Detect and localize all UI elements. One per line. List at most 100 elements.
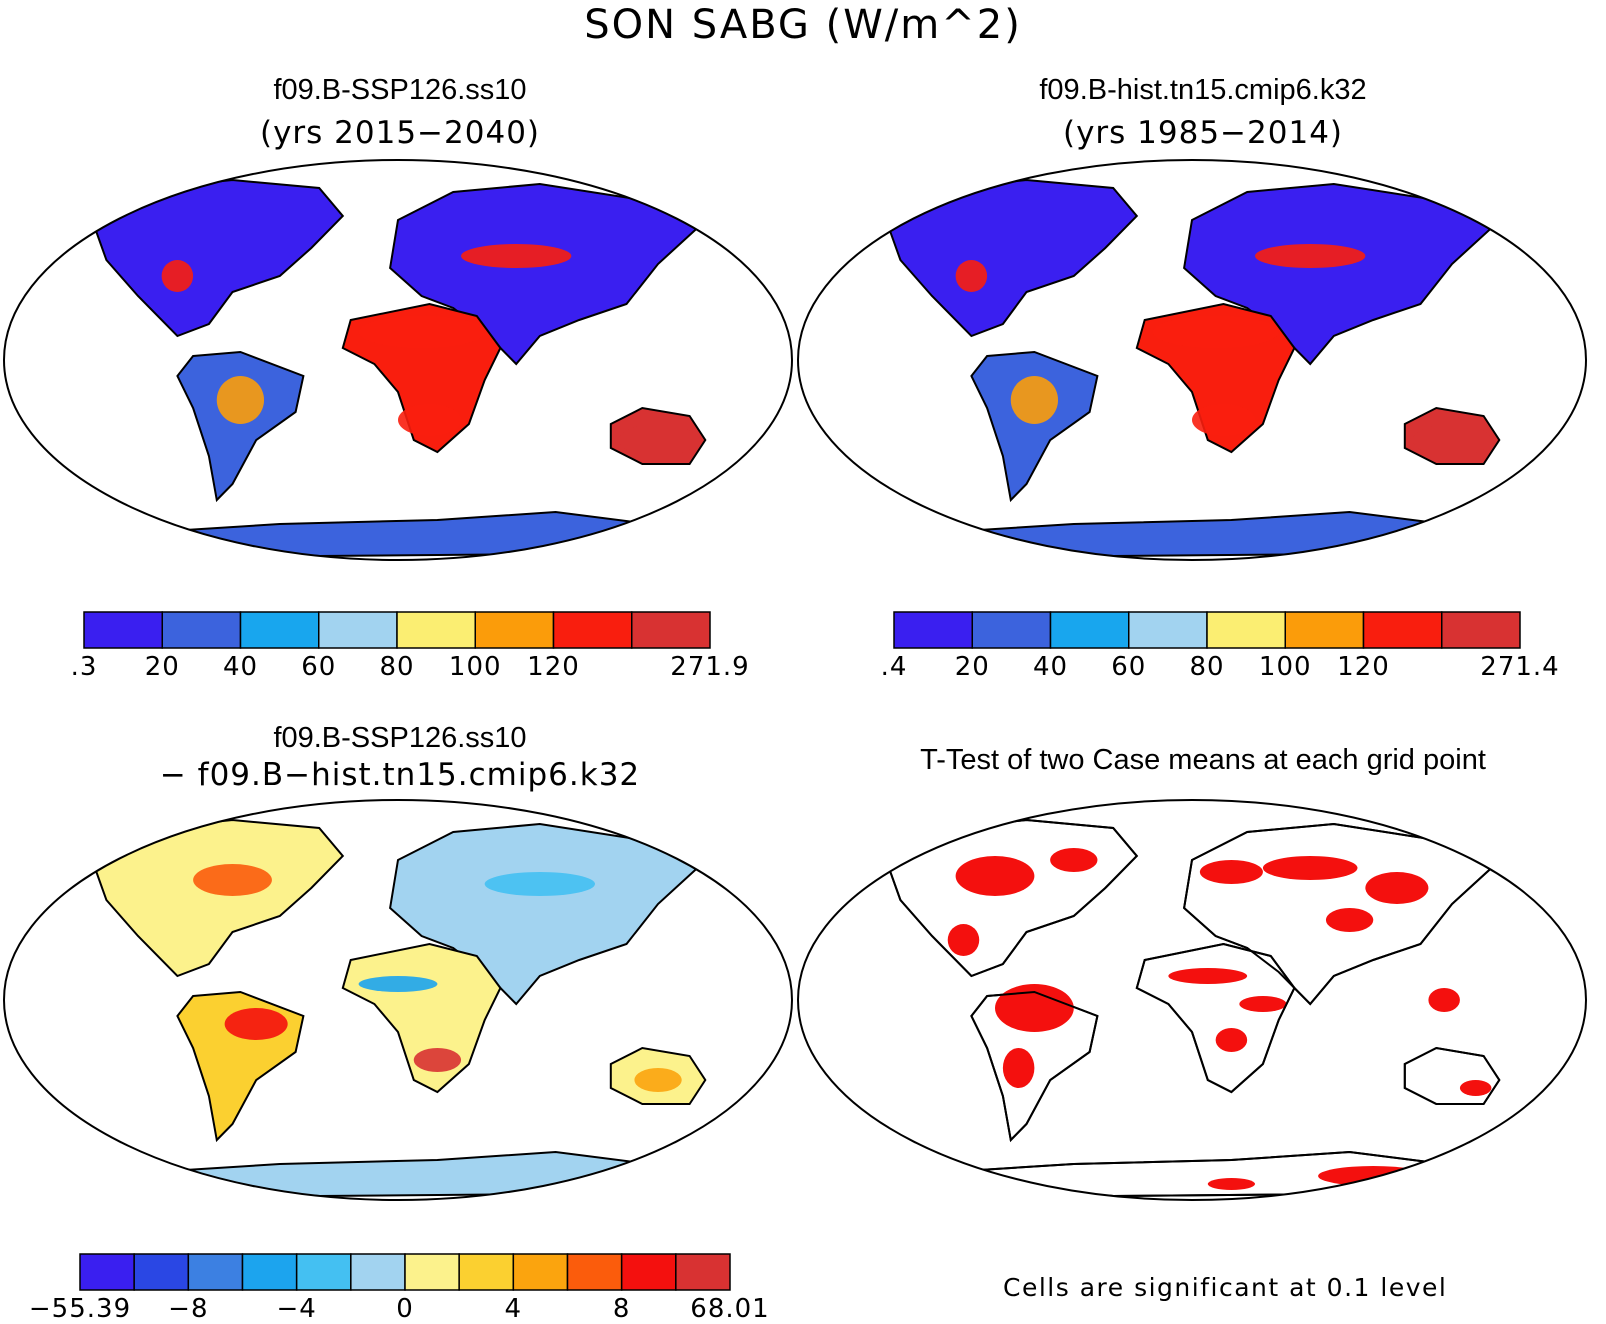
colorbar-tick-label: 4	[504, 1294, 523, 1324]
panel-case-title: f09.B-SSP126.ss10	[273, 74, 527, 106]
colorbar-tick-label: −4	[276, 1294, 317, 1324]
colorbar-tick-label: .3	[70, 652, 98, 682]
data-region	[398, 404, 462, 436]
colorbar-segment	[675, 1253, 731, 1291]
colorbar-segment	[1441, 611, 1521, 649]
colorbar-segment	[1362, 611, 1443, 649]
significant-cells	[1215, 1028, 1248, 1052]
colorbar-tick-label: 20	[144, 652, 180, 682]
significant-cells	[947, 924, 980, 956]
data-region	[1412, 424, 1492, 456]
colorbar-segment	[1049, 611, 1130, 649]
continent-southAmerica	[176, 350, 305, 503]
continent-northAmerica	[89, 178, 345, 338]
colorbar-segment	[133, 1253, 190, 1291]
colorbar-segment	[631, 611, 711, 649]
significant-cells	[995, 984, 1074, 1032]
colorbar-segment	[79, 1253, 135, 1291]
colorbar-tick-label: 8	[612, 1294, 631, 1324]
figure-title: SON SABG (W/m^2)	[584, 2, 1022, 48]
coastline-eurasia	[1183, 822, 1494, 1006]
colorbar-segment	[620, 1253, 677, 1291]
colorbar-tick-label: 120	[527, 652, 580, 682]
data-region	[1192, 404, 1256, 436]
data-region	[1152, 316, 1279, 348]
continent-northAmerica	[89, 818, 345, 978]
panel-difference-title: f09.B-SSP126.ss10	[273, 722, 527, 754]
significant-cells	[1428, 988, 1460, 1012]
significant-cells	[1207, 1178, 1256, 1190]
colorbar-tick-label: 100	[448, 652, 502, 682]
colorbar-segment	[566, 1253, 623, 1291]
panel-control-title: f09.B-hist.tn15.cmip6.k32	[1039, 74, 1367, 106]
colorbar-segment	[295, 1253, 352, 1291]
data-region	[618, 424, 698, 456]
colorbar-segment	[458, 1253, 515, 1291]
map-content	[4, 160, 792, 560]
colorbar-segment	[239, 611, 320, 649]
panel-ttest-title: T-Test of two Case means at each grid po…	[920, 744, 1486, 776]
significant-cells	[1325, 908, 1374, 932]
data-region	[358, 316, 485, 348]
continent-northAmerica	[883, 178, 1139, 338]
coastline-africa	[1135, 942, 1296, 1094]
panel-case-subtitle: (yrs 2015−2040)	[259, 115, 541, 151]
colorbar-segment	[404, 1253, 460, 1291]
significant-cells	[1050, 848, 1098, 872]
colorbar-tick-label: 60	[1111, 652, 1147, 682]
data-region	[224, 1008, 288, 1040]
data-region	[413, 1048, 462, 1072]
colorbar-segment	[512, 1253, 569, 1291]
coastline-northAmerica	[883, 818, 1139, 978]
map-border	[797, 799, 1587, 1201]
colorbar-segment	[83, 611, 163, 649]
significant-cells	[1002, 1048, 1035, 1088]
colorbar-tick-label: 60	[301, 652, 337, 682]
data-region	[1010, 376, 1059, 424]
colorbar-tick-label: 68.01	[690, 1294, 770, 1324]
colorbar-tick-label: 100	[1258, 652, 1312, 682]
colorbar-tick-label: 271.4	[1480, 652, 1560, 682]
colorbar-tick-label: 80	[379, 652, 415, 682]
colorbar-tick-label: 120	[1337, 652, 1390, 682]
continent-southAmerica	[970, 350, 1099, 503]
colorbar-tick-label: 20	[954, 652, 990, 682]
significant-cells	[955, 856, 1035, 896]
colorbar-segment	[474, 611, 555, 649]
map-border	[3, 799, 793, 1201]
colorbar-tick-label: 271.9	[670, 652, 750, 682]
significant-cells	[1168, 968, 1248, 984]
map-border	[3, 159, 793, 561]
coastline-southAmerica	[970, 990, 1099, 1143]
data-region	[955, 260, 988, 292]
colorbar-segment	[187, 1253, 244, 1291]
colorbar-tick-label: −8	[168, 1294, 209, 1324]
data-region	[161, 260, 194, 292]
colorbar-segment	[318, 611, 398, 649]
data-region	[461, 244, 572, 268]
significant-cells	[1262, 856, 1358, 880]
colorbar-tick-label: 40	[222, 652, 259, 682]
data-region	[634, 1068, 682, 1092]
map-border	[797, 159, 1587, 561]
colorbar-segment	[241, 1253, 298, 1291]
colorbar-tick-label: .4	[880, 652, 908, 682]
significant-cells	[1199, 860, 1263, 884]
data-region	[193, 864, 272, 896]
colorbar-tick-label: 80	[1189, 652, 1225, 682]
colorbar-tick-label: 0	[396, 1294, 414, 1324]
colorbar-segment	[552, 611, 633, 649]
ttest-significance-note: Cells are significant at 0.1 level	[1003, 1273, 1448, 1302]
colorbar-tick-label: −55.39	[28, 1294, 132, 1324]
colorbar-tick-label: 40	[1032, 652, 1069, 682]
significant-cells	[1239, 996, 1287, 1012]
colorbar-segment	[161, 611, 242, 649]
map-content	[4, 800, 792, 1200]
